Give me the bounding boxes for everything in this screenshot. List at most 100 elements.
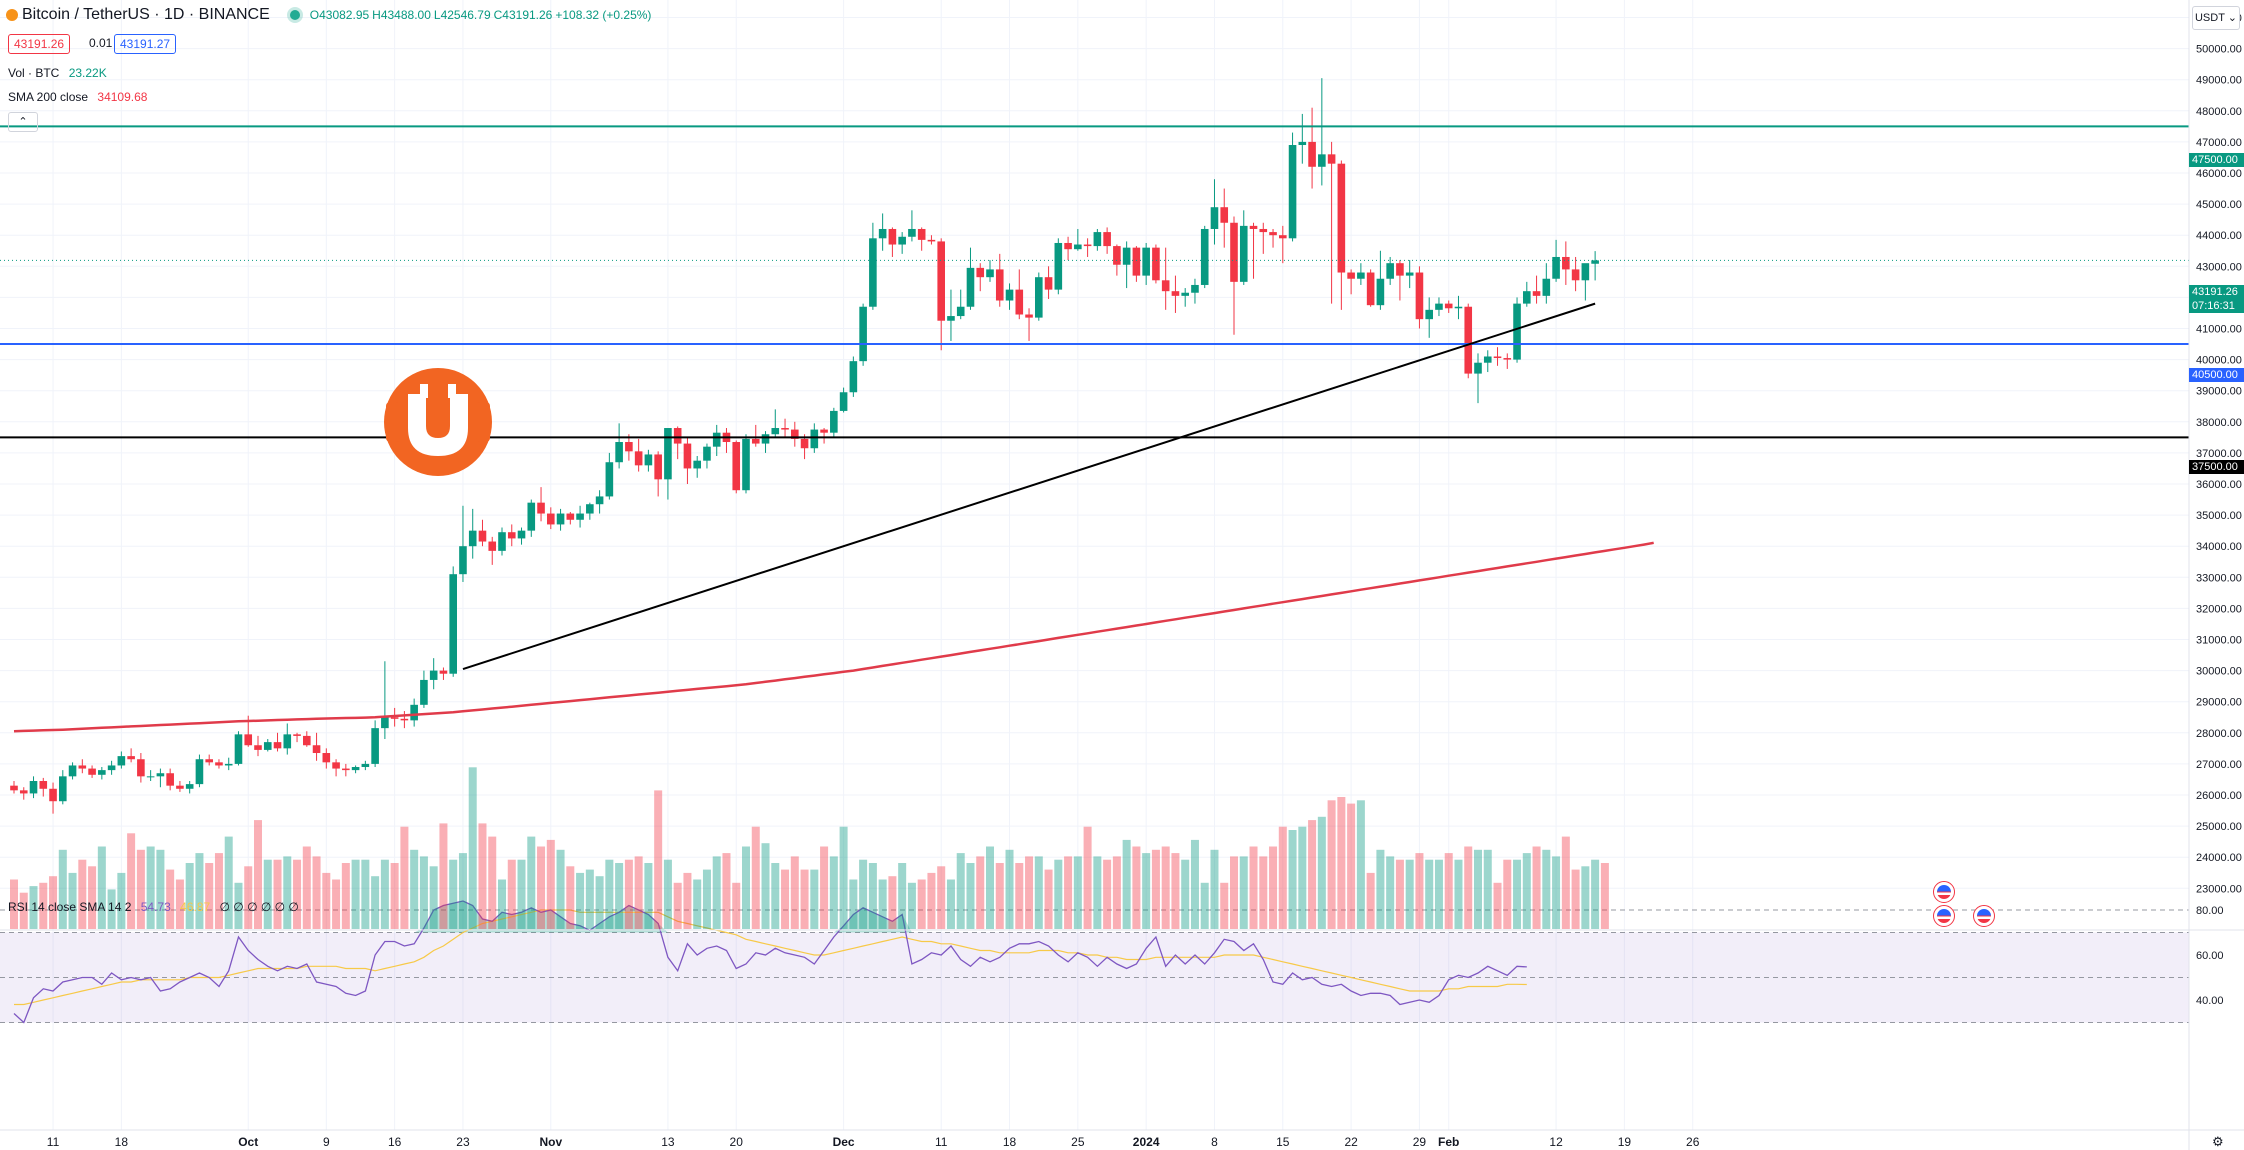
volume-bar bbox=[986, 846, 994, 929]
symbol-title[interactable]: Bitcoin / TetherUS · 1D · BINANCE bbox=[22, 6, 270, 23]
candle-body bbox=[1562, 256, 1570, 270]
x-tick-label: 12 bbox=[1549, 1135, 1563, 1149]
volume-bar bbox=[1132, 846, 1141, 929]
volume-bar bbox=[937, 866, 946, 929]
y-tick-label: 27000.00 bbox=[2196, 759, 2242, 771]
candle-body bbox=[566, 513, 575, 520]
gear-icon[interactable]: ⚙ bbox=[2212, 1134, 2224, 1149]
candle-body bbox=[1474, 362, 1482, 374]
y-tick-label: 50000.00 bbox=[2196, 44, 2242, 56]
candle-body bbox=[1161, 280, 1170, 292]
x-tick-label: 16 bbox=[388, 1135, 402, 1149]
volume-bar bbox=[1269, 846, 1278, 929]
volume-bar bbox=[224, 836, 233, 929]
rsi-sma-legend-value: 46.87 bbox=[180, 900, 211, 914]
candle-body bbox=[1405, 272, 1414, 276]
x-tick-label: 11 bbox=[935, 1135, 948, 1149]
volume-bar bbox=[556, 849, 565, 929]
candle-body bbox=[898, 236, 906, 245]
candle-body bbox=[1366, 272, 1375, 306]
volume-bar bbox=[1571, 869, 1580, 929]
candle-body bbox=[1074, 244, 1082, 250]
candle-body bbox=[420, 679, 428, 705]
candle-body bbox=[791, 429, 799, 439]
candle-body bbox=[517, 530, 526, 539]
rsi-sma-line bbox=[14, 909, 1527, 1006]
volume-bar bbox=[1015, 863, 1024, 929]
volume-bar bbox=[1366, 872, 1375, 929]
market-open-icon bbox=[289, 10, 300, 20]
sell-price-button[interactable]: 43191.26 bbox=[8, 34, 71, 54]
y-tick-label: 25000.00 bbox=[2196, 821, 2242, 833]
sma-legend[interactable]: SMA 200 close 34109.68 bbox=[8, 90, 147, 104]
volume-bar bbox=[839, 826, 848, 929]
candle-body bbox=[19, 790, 28, 794]
rsi-legend[interactable]: RSI 14 close SMA 14 2 54.73 46.87 ∅ ∅ ∅ … bbox=[8, 900, 299, 914]
candle-body bbox=[1347, 272, 1355, 279]
volume-bar bbox=[1054, 859, 1063, 929]
volume-bar bbox=[136, 849, 145, 929]
candle-body bbox=[605, 462, 614, 497]
collapse-legend-button[interactable]: ⌃ bbox=[8, 112, 38, 132]
economic-event-icon[interactable] bbox=[1973, 905, 1995, 927]
volume-bar bbox=[1444, 853, 1453, 929]
candle-body bbox=[703, 446, 711, 461]
candle-body bbox=[1571, 269, 1580, 281]
candle-body bbox=[1025, 314, 1033, 318]
candle-body bbox=[1239, 225, 1248, 282]
price-candles bbox=[10, 78, 1599, 814]
candle-body bbox=[1493, 356, 1502, 359]
economic-event-icon[interactable] bbox=[1933, 905, 1955, 927]
candle-body bbox=[761, 434, 770, 444]
rsi-line bbox=[13, 900, 1527, 1024]
volume-bar bbox=[1483, 849, 1492, 929]
volume-bar bbox=[29, 886, 38, 929]
y-tick-label: 41000.00 bbox=[2196, 324, 2242, 336]
watermark-logo-icon bbox=[384, 368, 492, 476]
candle-body bbox=[322, 753, 331, 763]
volume-bar bbox=[419, 856, 428, 929]
volume-bar bbox=[410, 849, 419, 929]
volume-bar bbox=[156, 849, 165, 929]
volume-bar bbox=[97, 846, 106, 929]
y-tick-label: 43000.00 bbox=[2196, 261, 2242, 273]
economic-event-icon[interactable] bbox=[1933, 881, 1955, 903]
candle-body bbox=[1132, 247, 1141, 276]
candle-body bbox=[937, 241, 945, 321]
currency-selector[interactable]: USDT ⌄ bbox=[2192, 6, 2240, 30]
candle-body bbox=[1308, 141, 1316, 167]
candle-body bbox=[1503, 358, 1512, 360]
candle-body bbox=[10, 785, 18, 791]
volume-bar bbox=[1600, 863, 1609, 929]
candle-body bbox=[547, 513, 555, 525]
y-tick-label: 40000.00 bbox=[2196, 355, 2242, 367]
rsi-tick-label: 40.00 bbox=[2196, 995, 2224, 1007]
candle-body bbox=[478, 530, 487, 542]
sma-legend-label: SMA 200 close bbox=[8, 90, 89, 104]
buy-price-button[interactable]: 43191.27 bbox=[114, 34, 177, 54]
candle-body bbox=[1210, 207, 1219, 229]
candle-body bbox=[195, 759, 204, 785]
volume-bar bbox=[351, 859, 360, 929]
volume-bar bbox=[1503, 859, 1512, 929]
candle-body bbox=[303, 735, 311, 746]
x-tick-label: 29 bbox=[1413, 1135, 1427, 1149]
candle-body bbox=[1376, 278, 1385, 306]
volume-legend[interactable]: Vol · BTC 23.22K bbox=[8, 66, 107, 80]
volume-bar bbox=[868, 863, 877, 929]
candle-body bbox=[1532, 291, 1541, 296]
volume-bar bbox=[634, 856, 643, 929]
volume-bar bbox=[1542, 849, 1551, 929]
volume-bar bbox=[1034, 856, 1043, 929]
ohlc-low: L42546.79 bbox=[433, 8, 491, 22]
candle-body bbox=[351, 767, 360, 771]
volume-bar bbox=[585, 869, 594, 929]
volume-bar bbox=[332, 879, 341, 929]
candle-body bbox=[751, 438, 760, 444]
volume-bar bbox=[888, 876, 897, 929]
volume-bar bbox=[1142, 853, 1151, 929]
volume-bar bbox=[1278, 826, 1287, 929]
candle-body bbox=[488, 541, 497, 551]
volume-bar bbox=[995, 863, 1004, 929]
